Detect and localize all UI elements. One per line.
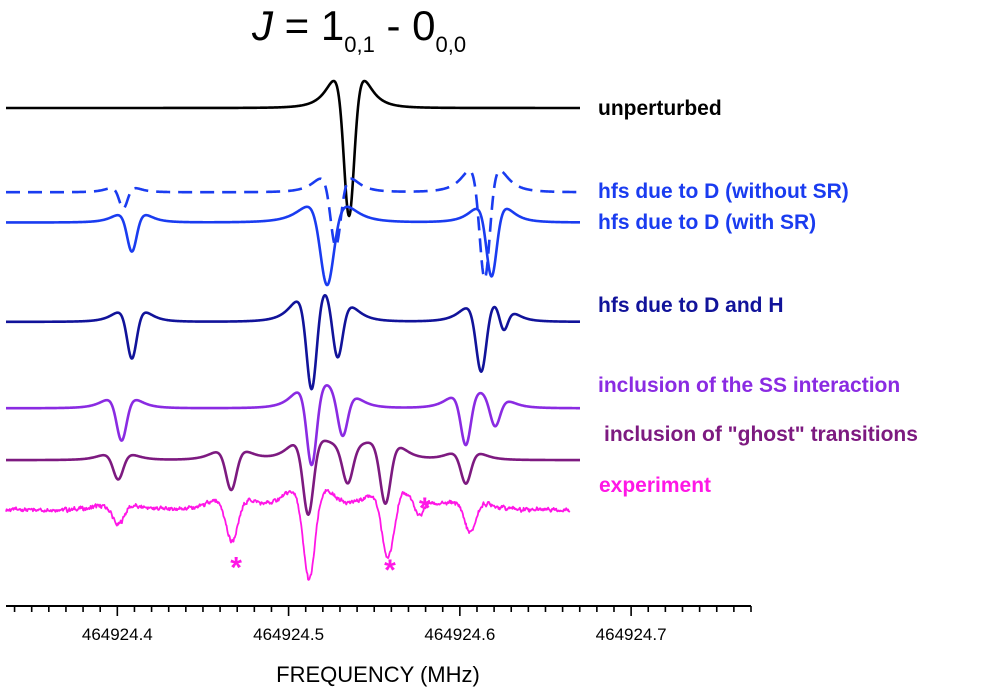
asterisk-marker-0: * bbox=[230, 552, 242, 585]
x-tick-label: 464924.5 bbox=[253, 625, 324, 644]
series-line-1 bbox=[5, 169, 581, 280]
series-line-2 bbox=[5, 205, 581, 287]
asterisk-marker-2: * bbox=[419, 492, 431, 525]
title-italic-j: J bbox=[251, 2, 274, 49]
series-layer bbox=[5, 79, 581, 581]
x-tick-label: 464924.4 bbox=[82, 625, 153, 644]
series-label-3: hfs due to D and H bbox=[598, 294, 784, 317]
series-line-4 bbox=[5, 384, 581, 467]
series-label-5: inclusion of "ghost" transitions bbox=[604, 423, 918, 446]
x-tick-label: 464924.7 bbox=[596, 625, 667, 644]
asterisk-marker-1: * bbox=[384, 554, 396, 587]
series-label-0: unperturbed bbox=[598, 97, 722, 120]
x-tick-label: 464924.6 bbox=[424, 625, 495, 644]
title-middle: - 0 bbox=[375, 2, 436, 49]
series-label-2: hfs due to D (with SR) bbox=[598, 211, 816, 234]
title-subscript-2: 0,0 bbox=[436, 32, 467, 57]
series-line-3 bbox=[5, 293, 581, 391]
title-rest: = 1 bbox=[273, 2, 344, 49]
series-line-0 bbox=[5, 79, 581, 218]
series-line-5 bbox=[5, 439, 581, 516]
marker-layer: * * * bbox=[230, 492, 431, 587]
series-label-4: inclusion of the SS interaction bbox=[598, 374, 900, 397]
series-label-6: experiment bbox=[599, 474, 711, 497]
legend-labels: unperturbed hfs due to D (without SR) hfs … bbox=[598, 97, 918, 497]
series-line-6 bbox=[5, 488, 571, 581]
chart-title: J = 10,1 - 00,0 bbox=[251, 2, 466, 57]
title-subscript-1: 0,1 bbox=[344, 32, 375, 57]
x-axis-title: FREQUENCY (MHz) bbox=[276, 662, 480, 687]
x-axis: 464924.4 464924.5 464924.6 464924.7 bbox=[6, 605, 752, 644]
series-label-1: hfs due to D (without SR) bbox=[598, 180, 849, 203]
